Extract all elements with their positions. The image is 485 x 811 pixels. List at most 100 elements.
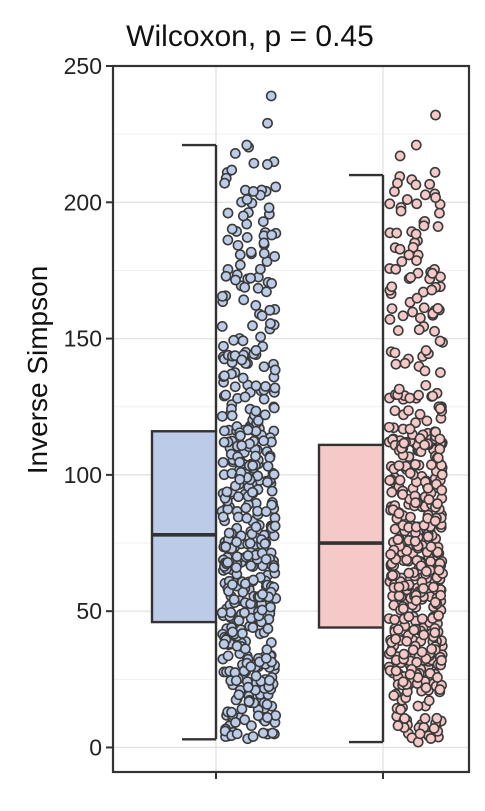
box-group-1 xyxy=(150,90,282,745)
data-point xyxy=(434,207,445,219)
data-point xyxy=(231,551,243,563)
data-point xyxy=(434,403,446,414)
data-point xyxy=(231,536,243,548)
data-point xyxy=(239,391,251,403)
data-point xyxy=(389,347,401,359)
data-point xyxy=(232,511,244,523)
data-point xyxy=(422,531,434,543)
data-point xyxy=(242,681,254,693)
data-point xyxy=(398,648,410,660)
data-point xyxy=(262,623,274,635)
data-point xyxy=(392,720,404,732)
data-point xyxy=(250,521,262,533)
data-point xyxy=(432,452,444,464)
data-point xyxy=(409,459,421,470)
data-point xyxy=(269,520,281,532)
data-point xyxy=(262,117,273,129)
y-tick-label: 150 xyxy=(64,326,102,352)
data-point xyxy=(436,654,447,666)
data-point xyxy=(230,562,242,573)
data-point xyxy=(434,684,446,695)
data-point xyxy=(226,223,238,235)
data-point xyxy=(420,682,432,694)
data-point xyxy=(426,284,438,296)
data-point xyxy=(264,304,276,316)
data-point xyxy=(218,436,230,448)
data-point xyxy=(252,415,264,427)
data-point xyxy=(255,331,266,343)
data-point xyxy=(228,594,240,605)
data-point xyxy=(395,205,407,217)
data-point xyxy=(216,321,228,332)
data-point xyxy=(236,354,248,366)
data-point xyxy=(241,512,253,524)
y-tick-label: 50 xyxy=(76,598,102,624)
data-point xyxy=(434,443,446,455)
data-point xyxy=(386,281,398,293)
data-point xyxy=(217,457,229,468)
data-point xyxy=(385,646,397,657)
y-tick-label: 0 xyxy=(89,734,102,760)
marks-layer xyxy=(150,90,448,748)
data-point xyxy=(416,646,428,658)
data-point xyxy=(403,567,415,579)
data-point xyxy=(266,499,278,511)
data-point xyxy=(242,550,254,561)
data-point xyxy=(384,314,396,325)
data-point xyxy=(269,364,281,376)
data-point xyxy=(250,450,261,462)
data-point xyxy=(411,656,423,668)
data-point xyxy=(263,202,275,214)
data-point xyxy=(230,716,241,728)
data-point xyxy=(258,248,270,259)
data-point xyxy=(245,560,257,572)
data-point xyxy=(217,511,229,523)
data-point xyxy=(436,469,448,481)
data-point xyxy=(414,728,426,740)
data-point xyxy=(236,628,248,639)
data-point xyxy=(227,626,238,638)
data-point xyxy=(266,229,278,241)
data-point xyxy=(429,325,440,337)
data-point xyxy=(389,614,401,626)
data-point xyxy=(414,408,426,420)
data-point xyxy=(390,665,402,677)
data-point xyxy=(256,310,268,322)
data-point xyxy=(404,467,416,479)
data-point xyxy=(240,502,252,514)
data-point xyxy=(387,569,398,581)
data-point xyxy=(245,246,257,258)
data-point xyxy=(245,661,257,673)
data-point xyxy=(234,430,246,442)
data-point xyxy=(220,541,232,553)
data-point xyxy=(261,712,273,723)
data-point xyxy=(270,181,282,193)
data-point xyxy=(393,581,405,593)
data-point xyxy=(413,389,424,401)
data-point xyxy=(404,669,416,680)
data-point xyxy=(429,627,441,639)
data-point xyxy=(262,460,274,472)
data-point xyxy=(247,731,259,742)
box-iqr xyxy=(150,430,218,624)
data-point xyxy=(266,278,278,289)
data-point xyxy=(419,189,431,201)
data-point xyxy=(244,537,256,549)
data-point xyxy=(227,579,238,590)
data-point xyxy=(222,650,234,662)
data-point xyxy=(248,185,259,197)
data-point xyxy=(426,459,437,471)
data-point xyxy=(223,527,235,539)
data-point xyxy=(399,357,411,369)
data-point xyxy=(222,557,234,568)
data-point xyxy=(237,335,249,347)
data-point xyxy=(429,166,441,178)
data-point xyxy=(436,484,448,496)
data-point xyxy=(219,177,231,189)
data-point xyxy=(428,722,440,734)
data-point xyxy=(398,437,410,449)
data-point xyxy=(404,423,416,435)
data-point xyxy=(411,292,423,304)
data-point xyxy=(229,148,241,159)
